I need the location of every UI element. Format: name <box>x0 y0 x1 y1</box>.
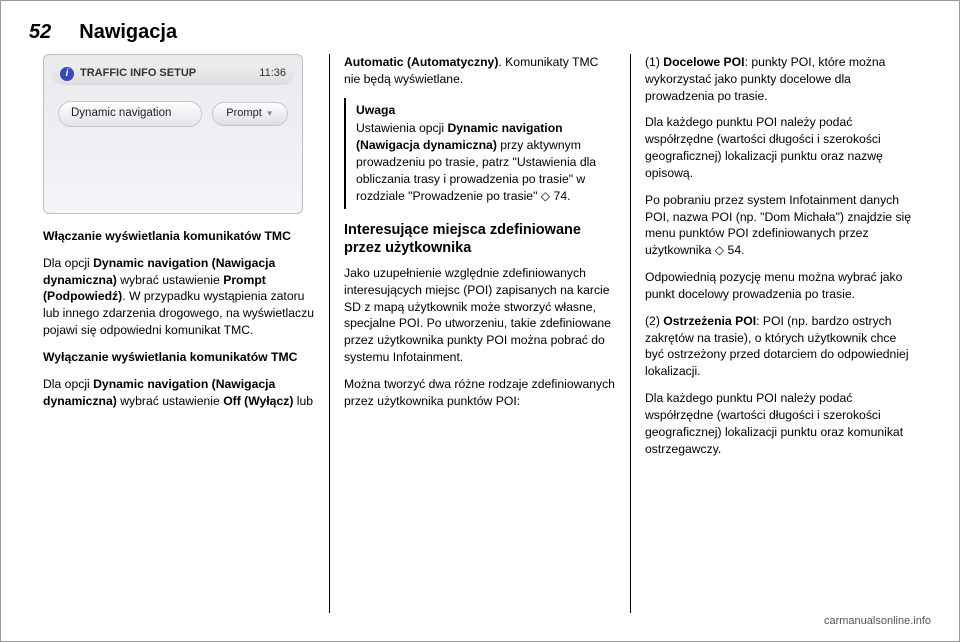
col3-para2: Dla każdego punktu POI należy podać wspó… <box>645 114 917 181</box>
screenshot-prompt-label: Prompt <box>226 106 261 121</box>
col2-para2: Można tworzyć dwa różne rodzaje zdefinio… <box>344 376 616 410</box>
note-heading: Uwaga <box>356 102 616 119</box>
device-screenshot: i TRAFFIC INFO SETUP 11:36 Dynamic navig… <box>43 54 303 214</box>
screenshot-row-label: Dynamic navigation <box>58 101 202 127</box>
screenshot-title: TRAFFIC INFO SETUP <box>80 66 196 81</box>
note-body: Ustawienia opcji Dynamic navigation (Naw… <box>356 120 616 204</box>
page-title: Nawigacja <box>79 21 177 44</box>
page-number: 52 <box>29 21 51 44</box>
text: . <box>741 243 744 257</box>
column-3: (1) Docelowe POI: punkty POI, które możn… <box>630 54 931 613</box>
text: (1) <box>645 55 663 69</box>
column-2: Automatic (Automatyczny). Komunikaty TMC… <box>329 54 630 613</box>
col1-heading-enable: Włączanie wyświetlania komunikatów TMC <box>43 228 315 245</box>
screenshot-titlebar: i TRAFFIC INFO SETUP 11:36 <box>52 63 294 85</box>
col3-para1: (1) Docelowe POI: punkty POI, które możn… <box>645 54 917 104</box>
screenshot-clock: 11:36 <box>259 66 286 81</box>
screenshot-prompt-button: Prompt ▼ <box>212 102 288 126</box>
col3-para4: Odpowiednią pozycję menu można wybrać ja… <box>645 269 917 303</box>
col1-para-disable: Dla opcji Dynamic navigation (Nawigacja … <box>43 376 315 410</box>
text: Ustawienia opcji <box>356 121 447 135</box>
info-icon: i <box>60 67 74 81</box>
col3-para3: Po pobraniu przez system Infotainment da… <box>645 192 917 259</box>
cross-ref: ◇ 74 <box>541 189 567 203</box>
col3-para6: Dla każdego punktu POI należy podać wspó… <box>645 390 917 457</box>
text: wybrać ustawienie <box>117 394 223 408</box>
text: Po pobraniu przez system Infotainment da… <box>645 193 911 257</box>
footer-source: carmanualsonline.info <box>29 615 931 627</box>
chevron-down-icon: ▼ <box>266 108 274 119</box>
col1-heading-disable: Wyłączanie wyświetlania komunikatów TMC <box>43 349 315 366</box>
text: Dla opcji <box>43 377 93 391</box>
note-box: Uwaga Ustawienia opcji Dynamic navigatio… <box>344 98 616 209</box>
text: lub <box>293 394 313 408</box>
text: (2) <box>645 314 663 328</box>
text: Ostrzeżenia POI <box>663 314 756 328</box>
text: Docelowe POI <box>663 55 744 69</box>
column-1: i TRAFFIC INFO SETUP 11:36 Dynamic navig… <box>29 54 329 613</box>
text: wybrać ustawienie <box>117 273 223 287</box>
text: . <box>567 189 570 203</box>
text: Off (Wyłącz) <box>223 394 293 408</box>
col3-para5: (2) Ostrzeżenia POI: POI (np. bardzo ost… <box>645 313 917 380</box>
col2-subheading: Interesujące miejsca zdefiniowane przez … <box>344 221 616 257</box>
col2-para1: Jako uzupełnienie względnie zdefiniowany… <box>344 265 616 366</box>
text: Dla opcji <box>43 256 93 270</box>
cross-ref: ◇ 54 <box>715 243 741 257</box>
col1-para-enable: Dla opcji Dynamic navigation (Nawigacja … <box>43 255 315 339</box>
text: Automatic (Automatyczny) <box>344 55 498 69</box>
col2-top: Automatic (Automatyczny). Komunikaty TMC… <box>344 54 616 88</box>
